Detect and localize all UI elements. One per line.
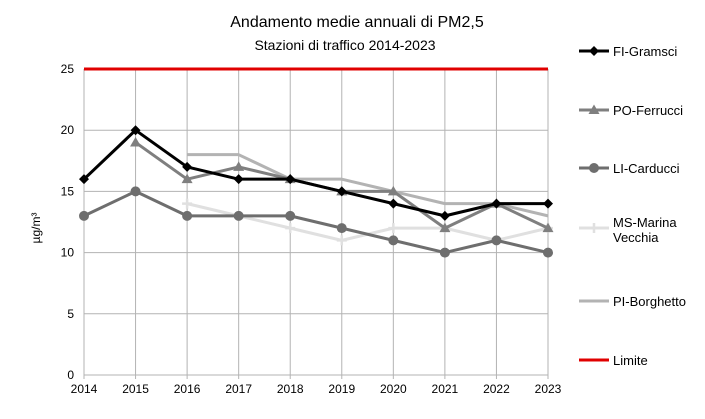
y-tick-label: 5 bbox=[67, 307, 74, 321]
data-point bbox=[130, 136, 142, 147]
legend-item: PI-Borghetto bbox=[579, 294, 686, 309]
series-line bbox=[187, 153, 549, 218]
x-tick-label: 2017 bbox=[225, 382, 252, 396]
x-tick-label: 2015 bbox=[122, 382, 149, 396]
data-point bbox=[182, 198, 193, 209]
data-point bbox=[543, 247, 553, 258]
data-point bbox=[285, 174, 296, 185]
legend-label: PI-Borghetto bbox=[613, 294, 686, 309]
data-point bbox=[79, 210, 89, 221]
x-tick-label: 2018 bbox=[277, 382, 304, 396]
data-point bbox=[233, 174, 244, 185]
legend-marker bbox=[589, 163, 599, 173]
legend-item: MS-Marina Vecchia bbox=[579, 215, 677, 245]
y-tick-label: 15 bbox=[61, 184, 75, 198]
legend-label: MS-Marina Vecchia bbox=[613, 215, 677, 245]
data-point bbox=[439, 222, 451, 233]
data-point bbox=[182, 161, 193, 172]
data-point bbox=[182, 210, 193, 221]
x-tick-label: 2019 bbox=[328, 382, 355, 396]
data-point bbox=[336, 223, 347, 234]
x-tick-label: 2023 bbox=[535, 382, 562, 396]
data-point bbox=[439, 210, 450, 221]
legend-label: PO-Ferrucci bbox=[613, 103, 683, 118]
data-point bbox=[336, 235, 347, 246]
data-point bbox=[542, 222, 554, 233]
legend-marker bbox=[588, 104, 600, 114]
x-tick-label: 2016 bbox=[174, 382, 201, 396]
legend-marker bbox=[589, 223, 599, 233]
y-tick-label: 0 bbox=[67, 368, 74, 382]
data-point bbox=[491, 235, 502, 246]
data-point bbox=[543, 198, 553, 209]
legend-marker bbox=[589, 46, 599, 56]
legend-item: LI-Carducci bbox=[579, 161, 680, 176]
series-line bbox=[82, 128, 548, 218]
series-pi-borghetto bbox=[187, 153, 549, 218]
chart-subtitle: Stazioni di traffico 2014-2023 bbox=[254, 37, 435, 53]
legend: FI-Gramsci PO-Ferrucci LI-Carducci MS-Marin… bbox=[579, 44, 686, 368]
legend-item: PO-Ferrucci bbox=[579, 103, 683, 118]
legend-item: Limite bbox=[579, 353, 648, 368]
data-point bbox=[130, 125, 141, 136]
data-point bbox=[130, 186, 141, 197]
x-tick-label: 2021 bbox=[432, 382, 459, 396]
data-point bbox=[491, 198, 502, 209]
series-fi-gramsci bbox=[79, 125, 553, 221]
data-point bbox=[79, 174, 89, 185]
series-li-carducci bbox=[79, 186, 553, 258]
y-tick-label: 20 bbox=[61, 123, 75, 137]
data-point bbox=[285, 223, 296, 234]
chart-title: Andamento medie annuali di PM2,5 bbox=[230, 14, 484, 31]
series-lines bbox=[79, 67, 554, 258]
data-point bbox=[181, 173, 193, 184]
series-line bbox=[83, 189, 549, 255]
data-point bbox=[388, 235, 399, 246]
data-point bbox=[439, 247, 450, 258]
axes: 0 5 10 15 20 25 2014 2015 2016 2017 2018 2019 2020 20… bbox=[61, 62, 562, 396]
data-point bbox=[387, 185, 399, 196]
data-point bbox=[233, 161, 245, 171]
data-point bbox=[233, 210, 244, 221]
y-tick-label: 25 bbox=[61, 62, 75, 76]
x-tick-label: 2014 bbox=[71, 382, 98, 396]
legend-label: Limite bbox=[613, 353, 648, 368]
legend-label: FI-Gramsci bbox=[613, 44, 677, 59]
y-axis-label: µg/m³ bbox=[29, 213, 43, 244]
legend-item: FI-Gramsci bbox=[579, 44, 677, 59]
x-tick-label: 2022 bbox=[483, 382, 510, 396]
data-point bbox=[336, 186, 347, 197]
legend-label: LI-Carducci bbox=[613, 161, 680, 176]
data-point bbox=[285, 210, 296, 221]
y-tick-label: 10 bbox=[61, 246, 75, 260]
x-tick-label: 2020 bbox=[380, 382, 407, 396]
data-point bbox=[388, 198, 399, 209]
data-point bbox=[388, 223, 399, 234]
